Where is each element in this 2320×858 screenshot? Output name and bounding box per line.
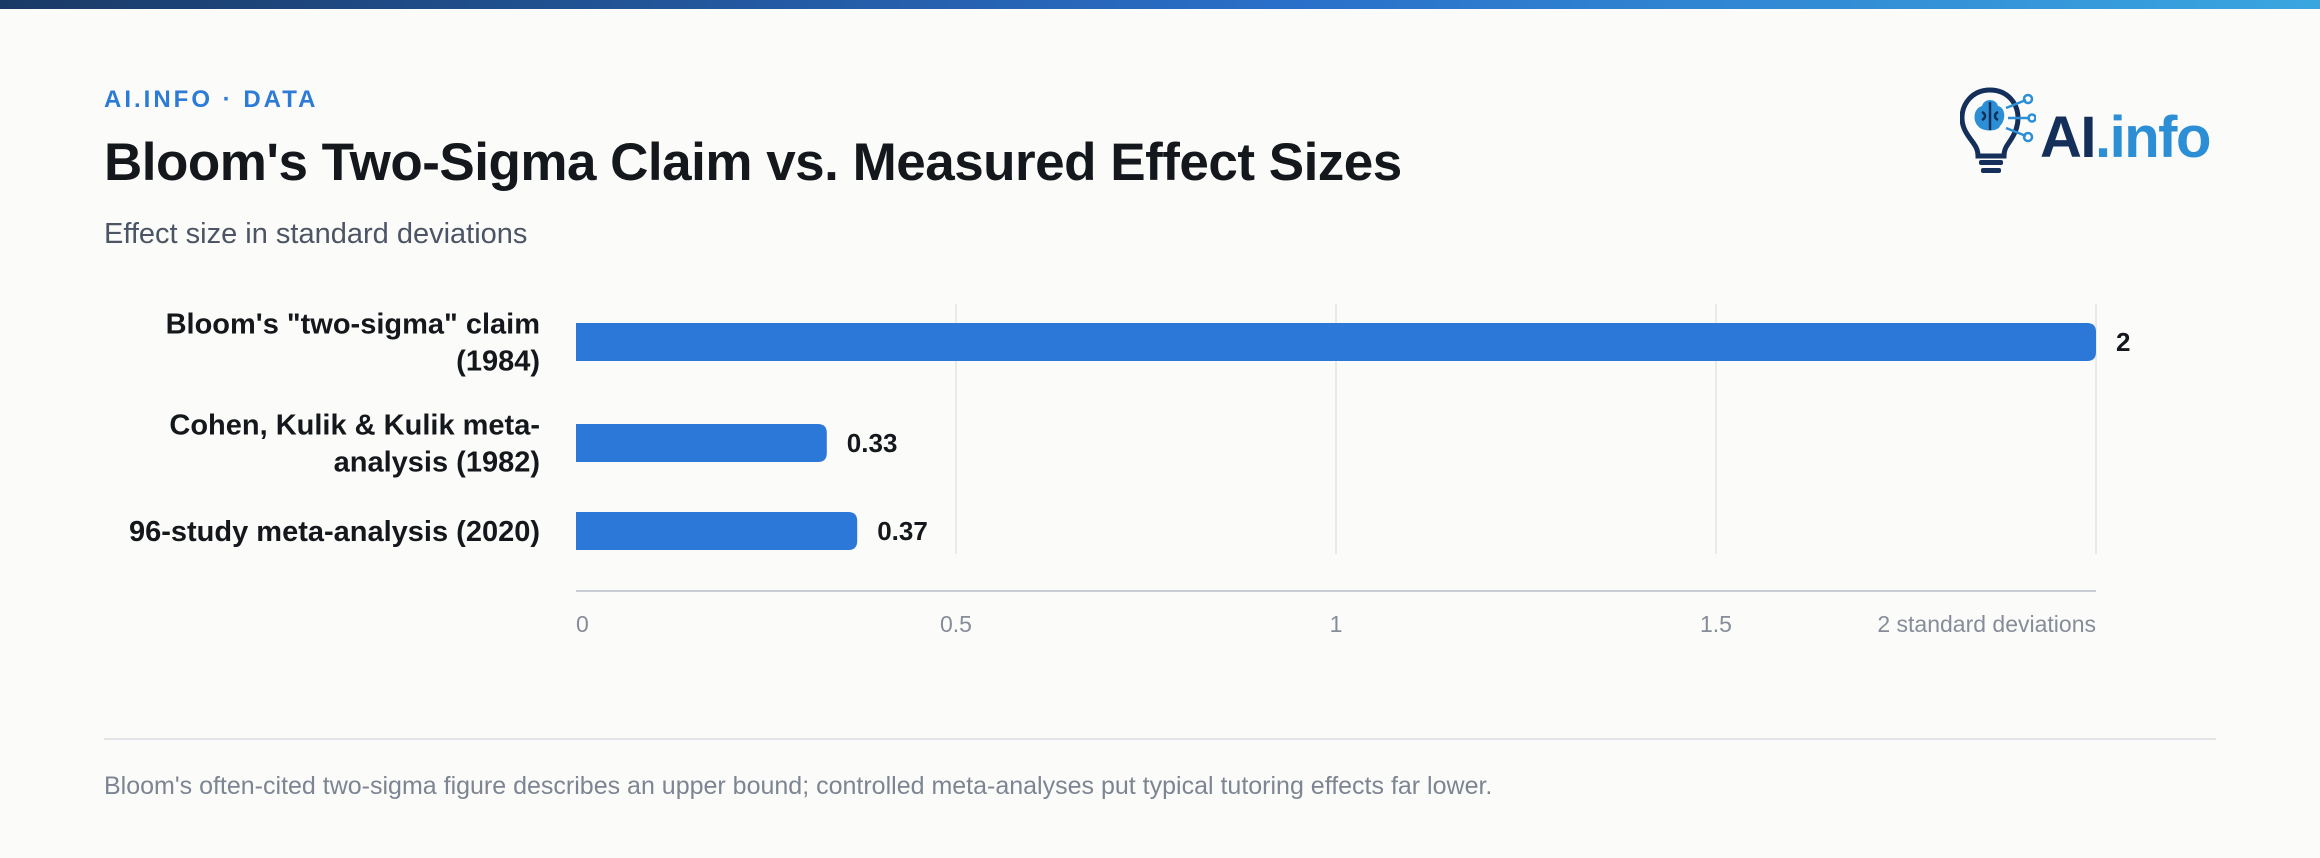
top-accent-bar xyxy=(0,0,2320,9)
footnote: Bloom's often-cited two-sigma figure des… xyxy=(104,772,1493,800)
x-tick-label-2: 1 xyxy=(1330,611,1343,637)
bar-chart: 0 0.5 1 1.5 2 standard deviations 2 Bloom's "t… xyxy=(129,304,2130,637)
logo-wordmark: AI.info xyxy=(2040,104,2211,171)
category-label-line: Bloom's "two-sigma" claim xyxy=(166,309,540,341)
brand-logo: AI.info xyxy=(1960,86,2220,182)
chart-subtitle: Effect size in standard deviations xyxy=(104,218,528,250)
value-label-2: 0.37 xyxy=(877,516,928,546)
footer-divider xyxy=(104,738,2216,740)
bar-2 xyxy=(576,512,858,550)
category-label-0: Bloom's "two-sigma" claim (1984) xyxy=(166,309,540,378)
section-kicker: AI.INFO · DATA xyxy=(104,86,319,113)
category-label-line: Cohen, Kulik & Kulik meta- xyxy=(169,410,540,442)
page-title: Bloom's Two-Sigma Claim vs. Measured Eff… xyxy=(104,133,1402,192)
category-label-1: Cohen, Kulik & Kulik meta-analysis (1982… xyxy=(169,410,540,479)
value-label-1: 0.33 xyxy=(847,428,898,458)
x-tick-label-3: 1.5 xyxy=(1700,611,1732,637)
category-label-line: 96-study meta-analysis (2020) xyxy=(129,516,540,548)
logo-text-info: .info xyxy=(2095,105,2211,170)
category-label-line: analysis (1982) xyxy=(334,447,540,479)
bar-1 xyxy=(576,424,827,462)
x-tick-label-0: 0 xyxy=(576,611,589,637)
category-label-2: 96-study meta-analysis (2020) xyxy=(129,516,540,548)
x-tick-label-1: 0.5 xyxy=(940,611,972,637)
bar-0 xyxy=(576,323,2096,361)
x-tick-label-4: 2 standard deviations xyxy=(1877,611,2096,637)
lightbulb-brain-icon xyxy=(1960,87,2036,173)
value-label-0: 2 xyxy=(2116,327,2130,357)
category-label-line: (1984) xyxy=(456,346,540,378)
logo-text-ai: AI xyxy=(2040,105,2097,170)
